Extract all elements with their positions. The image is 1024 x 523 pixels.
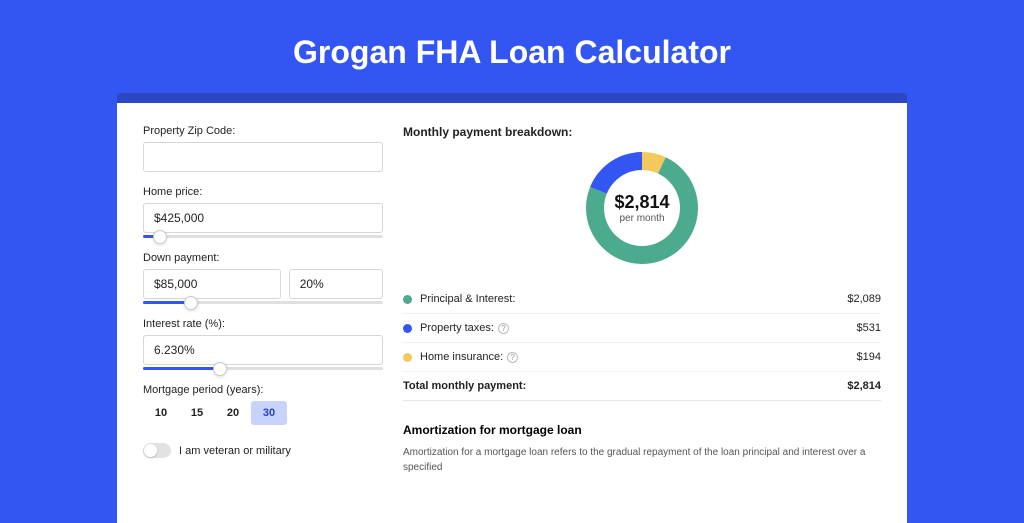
breakdown-label: Principal & Interest: <box>420 293 847 305</box>
down-payment-label: Down payment: <box>143 252 383 264</box>
amortization-title: Amortization for mortgage loan <box>403 423 881 437</box>
period-label: Mortgage period (years): <box>143 384 383 396</box>
amortization-text: Amortization for a mortgage loan refers … <box>403 445 881 475</box>
period-option-10[interactable]: 10 <box>143 401 179 425</box>
home-price-label: Home price: <box>143 186 383 198</box>
breakdown-value: $2,089 <box>847 293 881 305</box>
period-option-15[interactable]: 15 <box>179 401 215 425</box>
total-value: $2,814 <box>847 380 881 392</box>
down-payment-field: Down payment: <box>143 252 383 304</box>
legend-dot-icon <box>403 324 412 333</box>
calculator-card: Property Zip Code: Home price: Down paym… <box>117 103 907 523</box>
interest-label: Interest rate (%): <box>143 318 383 330</box>
home-price-field: Home price: <box>143 186 383 238</box>
legend-dot-icon <box>403 353 412 362</box>
period-options: 10152030 <box>143 401 383 425</box>
breakdown-value: $194 <box>857 351 881 363</box>
breakdown-column: Monthly payment breakdown: $2,814 per mo… <box>403 125 881 523</box>
interest-slider[interactable] <box>143 367 383 370</box>
breakdown-value: $531 <box>857 322 881 334</box>
breakdown-total-row: Total monthly payment:$2,814 <box>403 372 881 401</box>
down-payment-amount-input[interactable] <box>143 269 281 299</box>
zip-field: Property Zip Code: <box>143 125 383 172</box>
donut-chart: $2,814 per month <box>403 149 881 267</box>
breakdown-row: Property taxes:?$531 <box>403 314 881 343</box>
donut-amount: $2,814 <box>614 192 669 213</box>
amortization-section: Amortization for mortgage loan Amortizat… <box>403 423 881 475</box>
veteran-toggle[interactable] <box>143 443 171 458</box>
interest-input[interactable] <box>143 335 383 365</box>
toggle-knob <box>144 444 157 457</box>
veteran-label: I am veteran or military <box>179 445 291 457</box>
card-outer: Property Zip Code: Home price: Down paym… <box>117 93 907 523</box>
breakdown-list: Principal & Interest:$2,089Property taxe… <box>403 285 881 401</box>
home-price-input[interactable] <box>143 203 383 233</box>
home-price-slider[interactable] <box>143 235 383 238</box>
breakdown-title: Monthly payment breakdown: <box>403 125 881 139</box>
down-payment-pct-input[interactable] <box>289 269 383 299</box>
period-option-30[interactable]: 30 <box>251 401 287 425</box>
zip-label: Property Zip Code: <box>143 125 383 137</box>
period-field: Mortgage period (years): 10152030 <box>143 384 383 425</box>
veteran-row: I am veteran or military <box>143 443 383 458</box>
breakdown-label: Property taxes:? <box>420 322 857 334</box>
donut-sub: per month <box>614 213 669 224</box>
legend-dot-icon <box>403 295 412 304</box>
breakdown-row: Home insurance:?$194 <box>403 343 881 372</box>
info-icon[interactable]: ? <box>498 323 509 334</box>
down-payment-slider[interactable] <box>143 301 383 304</box>
donut-center: $2,814 per month <box>614 192 669 224</box>
breakdown-row: Principal & Interest:$2,089 <box>403 285 881 314</box>
page-title: Grogan FHA Loan Calculator <box>0 0 1024 93</box>
form-column: Property Zip Code: Home price: Down paym… <box>143 125 383 523</box>
period-option-20[interactable]: 20 <box>215 401 251 425</box>
info-icon[interactable]: ? <box>507 352 518 363</box>
total-label: Total monthly payment: <box>403 380 847 392</box>
breakdown-label: Home insurance:? <box>420 351 857 363</box>
zip-input[interactable] <box>143 142 383 172</box>
interest-field: Interest rate (%): <box>143 318 383 370</box>
